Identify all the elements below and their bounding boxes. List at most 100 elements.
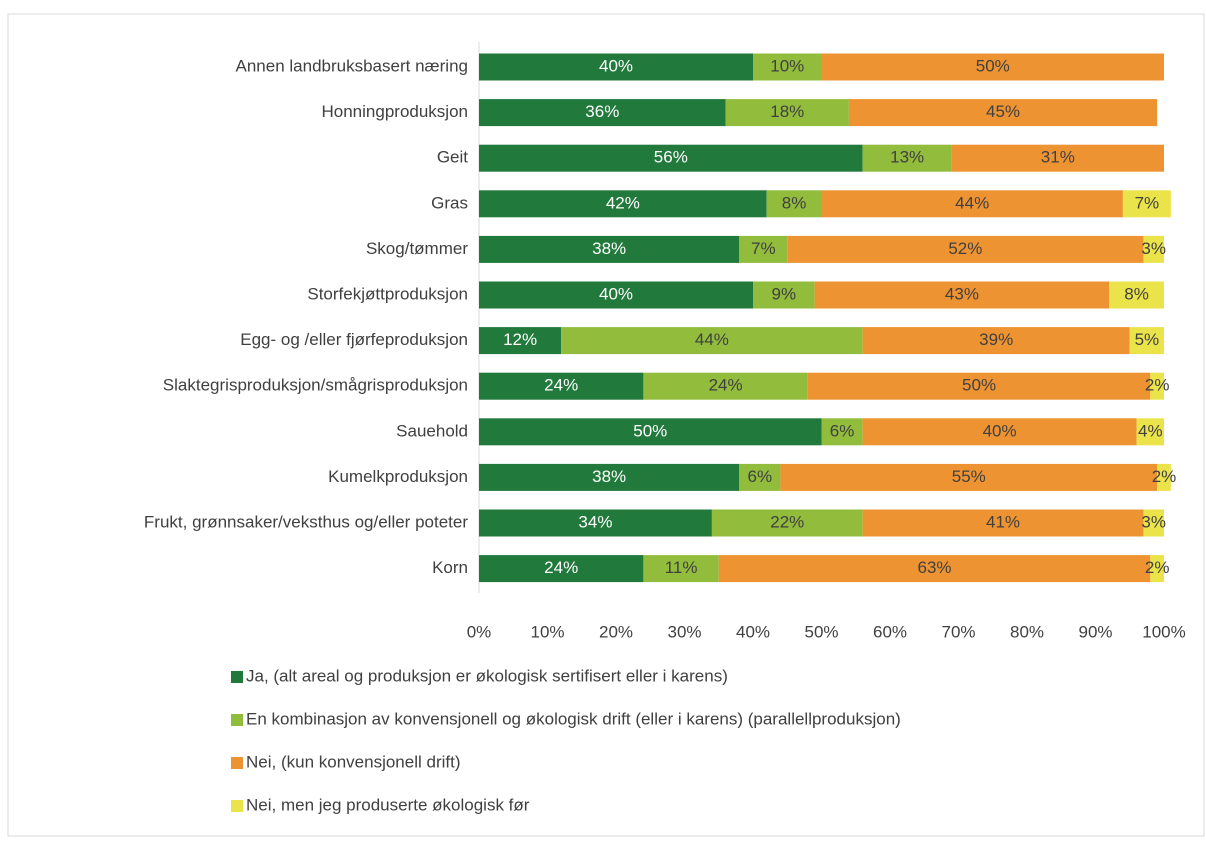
data-label: 8% bbox=[782, 193, 807, 212]
data-label: 2% bbox=[1152, 467, 1177, 486]
data-label: 13% bbox=[890, 148, 924, 167]
data-label: 38% bbox=[592, 467, 626, 486]
data-label: 40% bbox=[983, 421, 1017, 440]
legend-label: Nei, (kun konvensjonell drift) bbox=[246, 752, 460, 771]
bar-segment bbox=[1157, 463, 1171, 491]
data-label: 7% bbox=[1135, 193, 1160, 212]
y-tick-label: Korn bbox=[432, 558, 468, 577]
bar-segment bbox=[780, 463, 1158, 491]
bar-segment bbox=[479, 555, 644, 583]
bar-segment bbox=[1143, 509, 1164, 537]
bar-segment bbox=[1136, 418, 1164, 446]
legend-swatch bbox=[231, 757, 243, 769]
x-tick-label: 80% bbox=[1010, 622, 1044, 641]
bar-segment bbox=[753, 53, 822, 81]
data-label: 44% bbox=[955, 193, 989, 212]
data-label: 31% bbox=[1041, 148, 1075, 167]
data-label: 22% bbox=[770, 512, 804, 531]
y-tick-label: Storfekjøttproduksjon bbox=[307, 284, 468, 303]
data-label: 50% bbox=[962, 376, 996, 395]
bar-segment bbox=[807, 372, 1151, 400]
x-tick-label: 100% bbox=[1142, 622, 1185, 641]
bar-segment bbox=[561, 327, 863, 355]
bar-segment bbox=[479, 509, 712, 537]
bar-segment bbox=[1143, 235, 1164, 263]
data-label: 8% bbox=[1124, 284, 1149, 303]
legend-swatch bbox=[231, 800, 243, 812]
data-label: 36% bbox=[585, 102, 619, 121]
bar-segment bbox=[951, 144, 1164, 172]
bar-segment bbox=[848, 99, 1158, 127]
bar-segment bbox=[479, 327, 562, 355]
data-label: 45% bbox=[986, 102, 1020, 121]
data-label: 42% bbox=[606, 193, 640, 212]
data-label: 50% bbox=[633, 421, 667, 440]
legend-label: Nei, men jeg produserte økologisk før bbox=[246, 795, 530, 814]
data-label: 9% bbox=[772, 284, 797, 303]
bar-segment bbox=[479, 281, 753, 309]
x-tick-label: 60% bbox=[873, 622, 907, 641]
bar-segment bbox=[725, 99, 849, 127]
legend-label: Ja, (alt areal og produksjon er økologis… bbox=[246, 666, 728, 685]
bar-segment bbox=[814, 281, 1110, 309]
data-label: 40% bbox=[599, 56, 633, 75]
bar-segment bbox=[862, 144, 952, 172]
y-tick-label: Slaktegrisproduksjon/smågrisproduksjon bbox=[163, 376, 468, 395]
bar-segment bbox=[821, 418, 863, 446]
data-label: 39% bbox=[979, 330, 1013, 349]
bar-segment bbox=[1109, 281, 1164, 309]
bar-segment bbox=[1129, 327, 1164, 355]
bar-segment bbox=[862, 509, 1144, 537]
y-tick-label: Sauehold bbox=[396, 421, 468, 440]
bar-segment bbox=[766, 190, 822, 218]
bar-segment bbox=[862, 327, 1130, 355]
data-label: 44% bbox=[695, 330, 729, 349]
y-tick-label: Honningproduksjon bbox=[322, 102, 469, 121]
bar-segment bbox=[718, 555, 1151, 583]
y-tick-label: Skog/tømmer bbox=[366, 239, 468, 258]
x-tick-label: 30% bbox=[667, 622, 701, 641]
data-label: 41% bbox=[986, 512, 1020, 531]
bar-segment bbox=[753, 281, 815, 309]
bar-segment bbox=[787, 235, 1144, 263]
bar-segment bbox=[479, 418, 822, 446]
y-tick-label: Kumelkproduksjon bbox=[328, 467, 468, 486]
x-tick-label: 70% bbox=[941, 622, 975, 641]
x-tick-label: 10% bbox=[530, 622, 564, 641]
data-label: 63% bbox=[918, 558, 952, 577]
bar-segment bbox=[479, 99, 726, 127]
data-label: 38% bbox=[592, 239, 626, 258]
bar-segment bbox=[479, 463, 740, 491]
bar-segment bbox=[479, 144, 863, 172]
data-label: 6% bbox=[830, 421, 855, 440]
x-tick-label: 0% bbox=[467, 622, 492, 641]
bar-segment bbox=[711, 509, 863, 537]
data-label: 2% bbox=[1145, 376, 1170, 395]
bar-segment bbox=[821, 190, 1123, 218]
data-label: 24% bbox=[544, 558, 578, 577]
data-label: 34% bbox=[578, 512, 612, 531]
bar-segment bbox=[1150, 372, 1164, 400]
x-tick-label: 90% bbox=[1078, 622, 1112, 641]
data-label: 11% bbox=[665, 558, 698, 577]
data-label: 55% bbox=[952, 467, 986, 486]
data-label: 5% bbox=[1135, 330, 1160, 349]
bar-segment bbox=[479, 190, 767, 218]
data-label: 4% bbox=[1138, 421, 1163, 440]
data-label: 43% bbox=[945, 284, 979, 303]
data-label: 24% bbox=[544, 376, 578, 395]
y-tick-label: Egg- og /eller fjørfeproduksjon bbox=[240, 330, 468, 349]
bar-segment bbox=[1150, 555, 1164, 583]
data-label: 52% bbox=[948, 239, 982, 258]
data-label: 3% bbox=[1141, 239, 1166, 258]
data-label: 24% bbox=[709, 376, 743, 395]
bar-segment bbox=[1122, 190, 1171, 218]
data-label: 3% bbox=[1141, 512, 1166, 531]
legend-swatch bbox=[231, 714, 243, 726]
bar-segment bbox=[862, 418, 1137, 446]
bar-segment bbox=[479, 372, 644, 400]
data-label: 7% bbox=[751, 239, 776, 258]
data-label: 6% bbox=[748, 467, 773, 486]
y-tick-label: Geit bbox=[437, 148, 468, 167]
